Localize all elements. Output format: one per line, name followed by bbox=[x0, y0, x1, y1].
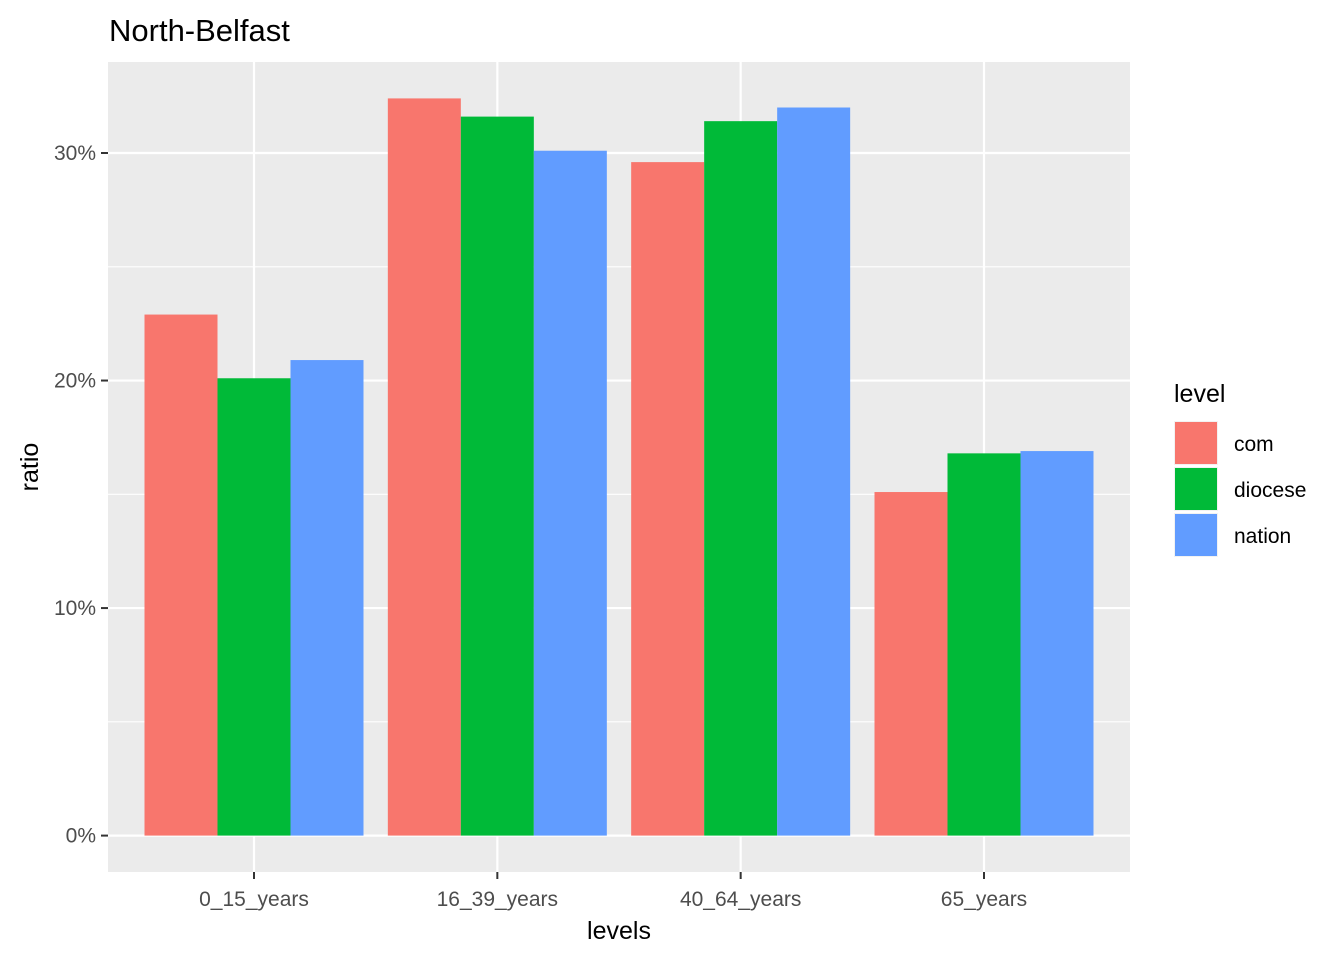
y-tick-label: 20% bbox=[54, 370, 96, 393]
x-tick-label: 65_years bbox=[941, 888, 1027, 911]
y-tick-label: 0% bbox=[66, 825, 96, 848]
bar-diocese-65_years bbox=[947, 453, 1021, 836]
y-tick-label: 30% bbox=[54, 142, 96, 165]
y-axis: 0% 10% 20% 30% bbox=[54, 142, 108, 848]
bar-nation-65_years bbox=[1020, 451, 1094, 836]
x-tick-label: 40_64_years bbox=[680, 888, 801, 911]
bar-com-40_64_years bbox=[631, 162, 705, 836]
x-tick-label: 16_39_years bbox=[437, 888, 558, 911]
y-axis-title: ratio bbox=[16, 443, 44, 492]
legend-label-nation: nation bbox=[1234, 525, 1291, 548]
bar-diocese-16_39_years bbox=[460, 116, 534, 836]
x-tick-label: 0_15_years bbox=[199, 888, 309, 911]
bar-nation-40_64_years bbox=[777, 107, 851, 836]
chart-title: North-Belfast bbox=[109, 13, 290, 48]
bar-com-65_years bbox=[874, 492, 948, 836]
legend-title: level bbox=[1174, 380, 1225, 408]
bar-diocese-0_15_years bbox=[217, 378, 291, 836]
x-axis-title: levels bbox=[587, 917, 651, 945]
bar-com-0_15_years bbox=[144, 314, 218, 836]
legend-key-diocese bbox=[1175, 468, 1217, 510]
legend: level com diocese nation bbox=[1174, 380, 1306, 557]
x-axis: 0_15_years 16_39_years 40_64_years 65_years bbox=[199, 872, 1027, 911]
legend-label-diocese: diocese bbox=[1234, 479, 1306, 502]
bar-com-16_39_years bbox=[387, 98, 461, 836]
bars bbox=[144, 98, 1094, 836]
bar-nation-0_15_years bbox=[290, 360, 364, 836]
y-tick-label: 10% bbox=[54, 597, 96, 620]
bar-nation-16_39_years bbox=[533, 150, 607, 836]
bar-diocese-40_64_years bbox=[704, 121, 778, 836]
legend-key-nation bbox=[1175, 514, 1217, 556]
legend-label-com: com bbox=[1234, 433, 1274, 456]
legend-key-com bbox=[1175, 422, 1217, 464]
